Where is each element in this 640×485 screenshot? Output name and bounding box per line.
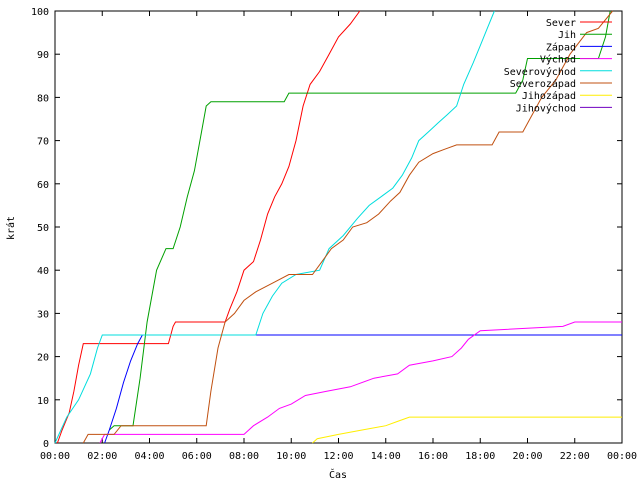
y-tick-label: 0 [43, 439, 49, 450]
y-tick-label: 40 [37, 266, 49, 277]
series-line-4 [54, 10, 495, 444]
x-tick-label: 18:00 [465, 451, 495, 462]
x-tick-label: 00:00 [607, 451, 637, 462]
y-tick-label: 50 [37, 223, 49, 234]
x-tick-label: 04:00 [134, 451, 164, 462]
x-tick-label: 22:00 [560, 451, 590, 462]
legend-label: Jihovýchod [516, 102, 576, 114]
axes: 0 10 20 30 40 50 60 70 80 90 100 00:00 02:00 04:00 06:… [31, 7, 637, 462]
series-line-5 [82, 10, 613, 444]
legend-label: Severovýchod [504, 66, 576, 78]
y-tick-label: 60 [37, 180, 49, 191]
y-tick-label: 20 [37, 353, 49, 364]
series-line-6 [312, 416, 622, 444]
x-tick-label: 06:00 [182, 451, 212, 462]
y-tick-label: 100 [31, 7, 49, 18]
y-tick-label: 70 [37, 137, 49, 148]
x-tick-label: 20:00 [512, 451, 542, 462]
series-line-1 [108, 10, 611, 431]
y-tick-label: 10 [37, 396, 49, 407]
y-tick-label: 80 [37, 93, 49, 104]
y-tick-label: 90 [37, 50, 49, 61]
legend-label: Jihozápad [522, 90, 576, 102]
x-axis-label: Čas [329, 468, 347, 480]
legend-label: Západ [546, 41, 576, 53]
series-line-3 [99, 321, 622, 444]
legend-label: Jih [558, 30, 576, 41]
y-tick-label: 30 [37, 309, 49, 320]
legend-label: Východ [540, 54, 576, 66]
x-tick-label: 02:00 [87, 451, 117, 462]
x-tick-label: 08:00 [229, 451, 259, 462]
series-line-0 [56, 10, 361, 444]
legend-label: Sever [546, 18, 576, 29]
x-tick-label: 10:00 [276, 451, 306, 462]
series-line-2 [104, 334, 622, 444]
x-tick-label: 16:00 [418, 451, 448, 462]
x-tick-label: 12:00 [323, 451, 353, 462]
y-axis-label: krát [5, 216, 17, 240]
series-lines [54, 10, 622, 444]
x-tick-label: 14:00 [371, 451, 401, 462]
legend: SeverJihZápadVýchodSeverovýchodSeverozáp… [504, 18, 612, 114]
x-tick-label: 00:00 [40, 451, 70, 462]
legend-label: Severozápad [510, 78, 576, 90]
